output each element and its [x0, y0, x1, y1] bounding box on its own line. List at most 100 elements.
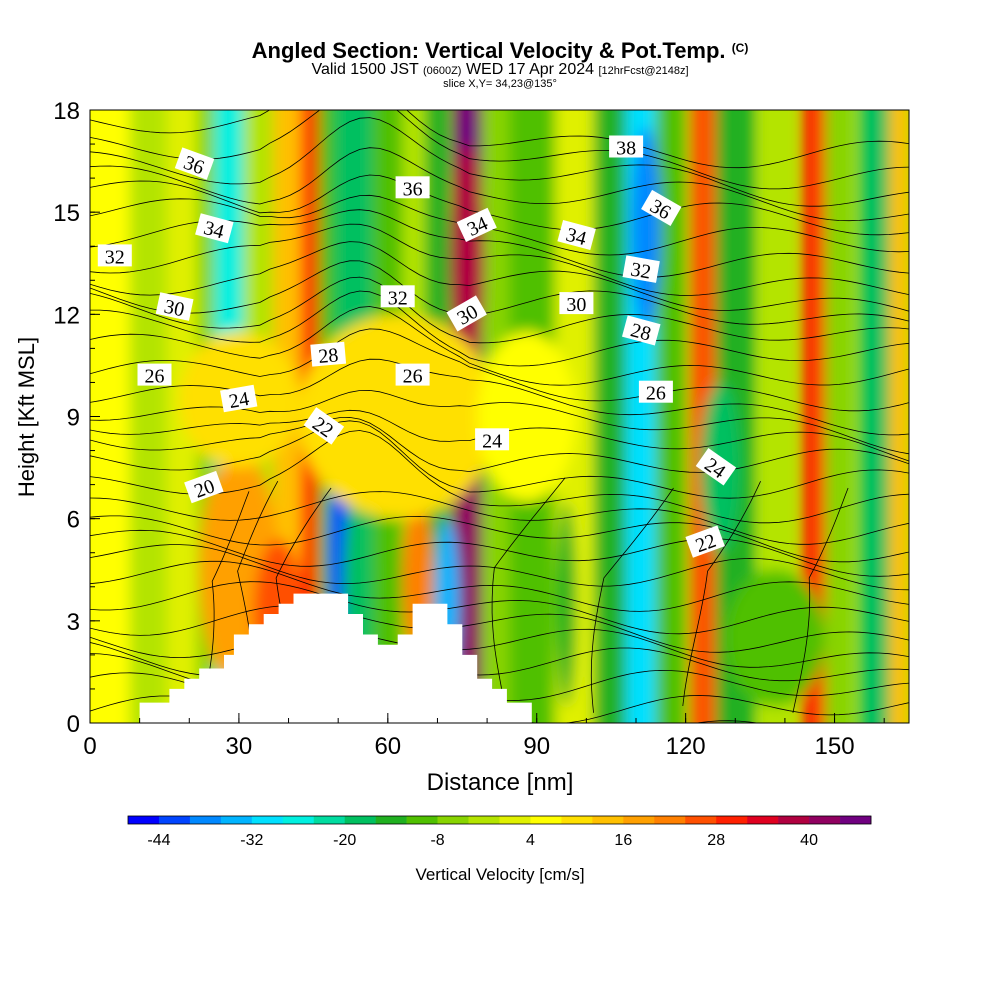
contour-label: 34 [557, 220, 596, 251]
contour-label-box [475, 428, 510, 451]
colorbar-swatch [158, 816, 191, 824]
isotherm-line [90, 110, 909, 190]
colorbar-swatch [282, 816, 315, 824]
velocity-cell [477, 331, 577, 502]
contour-label-box [621, 315, 661, 346]
velocity-column [129, 110, 170, 723]
contour-label-box [395, 363, 430, 386]
colorbar-swatch [685, 816, 717, 824]
contour-label-text: 38 [616, 138, 636, 160]
terrain [139, 593, 532, 723]
isotherm-line [90, 430, 909, 524]
contour-label-box [97, 244, 132, 267]
velocity-cell [725, 569, 825, 706]
contour-label: 28 [310, 341, 347, 368]
colorbar-swatch [220, 816, 253, 824]
colorbar-swatch [251, 816, 284, 824]
contour-label: 24 [475, 428, 510, 452]
contour-label-text: 30 [566, 294, 586, 316]
isotherm-line [90, 276, 909, 344]
contour-label-box [641, 189, 682, 226]
contour-label-box [685, 525, 725, 558]
velocity-column [859, 110, 890, 723]
contour-label-box [137, 363, 172, 386]
contour-label-box [184, 470, 224, 504]
colorbar-tick-label: 40 [800, 832, 818, 849]
contour-label-box [380, 285, 415, 308]
contour-label-text: 26 [145, 366, 165, 388]
y-tick-label: 12 [53, 302, 80, 329]
y-tick-label: 3 [67, 609, 80, 636]
contour-label: 24 [220, 384, 258, 413]
isotherm-line [90, 241, 909, 312]
isotherm-line [90, 605, 909, 653]
contour-label-box [559, 292, 594, 315]
isotherm-line [90, 560, 909, 612]
contour-label-text: 24 [482, 430, 502, 452]
colorbar: -44 -32 -20 -8 4 16 28 40 [127, 815, 872, 849]
slice-label: slice X,Y= 34,23@135° [443, 78, 557, 90]
contour-label-box [155, 292, 194, 321]
isotherm-line [90, 420, 909, 499]
contour-label: 30 [155, 292, 194, 321]
isotherm-line [590, 487, 674, 713]
colorbar-swatch [561, 816, 593, 824]
contour-label-text: 24 [227, 388, 251, 413]
contour-label: 38 [609, 135, 644, 160]
isotherm-line [491, 477, 566, 703]
contour-label-text: 28 [317, 344, 339, 368]
contour-label-text: 32 [105, 246, 125, 268]
contour-label: 28 [621, 315, 661, 346]
y-tick-label: 0 [67, 711, 80, 738]
colorbar-tick-label: 16 [614, 832, 632, 849]
contour-label-box [456, 207, 497, 243]
chart-subtitle: Valid 1500 JST (0600Z) WED 17 Apr 2024 [… [311, 61, 689, 78]
contour-label-text: 36 [403, 178, 423, 200]
isotherm-line [90, 117, 909, 207]
colorbar-swatch [716, 816, 748, 824]
isotherm-line [90, 194, 909, 256]
colorbar-swatch [747, 816, 779, 824]
contour-label-box [220, 384, 258, 413]
x-tick-label: 0 [83, 733, 96, 760]
colorbar-swatch [778, 816, 810, 824]
contour-label-box [395, 176, 430, 199]
x-tick-label: 60 [374, 733, 401, 760]
x-tick-label: 150 [815, 733, 855, 760]
contour-label: 36 [641, 189, 682, 226]
x-tick-label: 120 [666, 733, 706, 760]
isotherm-line [792, 487, 849, 713]
isotherm-line [90, 416, 909, 473]
contour-label: 34 [195, 213, 234, 243]
contour-label: 26 [638, 380, 673, 405]
contour-label: 32 [622, 255, 660, 284]
contour-label-text: 32 [388, 287, 408, 309]
contour-label-box [638, 380, 673, 403]
colorbar-swatch [468, 816, 500, 824]
contour-label-box [310, 341, 347, 367]
contour-label-box [446, 295, 487, 332]
colorbar-swatch [189, 816, 222, 824]
isotherm-line [90, 147, 909, 222]
x-tick-label: 90 [523, 733, 550, 760]
y-axis-label: Height [Kft MSL] [14, 337, 39, 497]
isotherm-line [90, 306, 909, 386]
colorbar-swatch [809, 816, 841, 824]
colorbar-swatch [592, 816, 624, 824]
isotherm-line [90, 358, 909, 436]
colorbar-swatch [654, 816, 686, 824]
contour-label-box [609, 135, 644, 158]
colorbar-swatch [128, 816, 160, 824]
colorbar-swatch [344, 816, 376, 824]
isotherm-line [90, 544, 909, 591]
contour-label-box [174, 147, 215, 180]
isotherm-line [90, 110, 909, 169]
chart-title-block: Angled Section: Vertical Velocity & Pot.… [0, 36, 1000, 91]
contour-label-text: 26 [403, 366, 423, 388]
colorbar-swatch [623, 816, 655, 824]
contour-label-box [557, 220, 596, 251]
colorbar-swatch [313, 816, 346, 824]
